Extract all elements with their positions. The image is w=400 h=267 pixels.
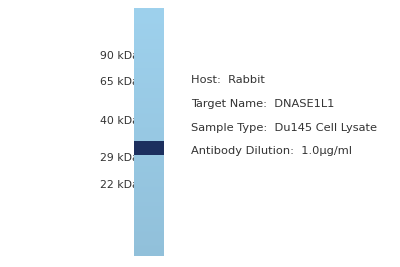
Text: Sample Type:  Du145 Cell Lysate: Sample Type: Du145 Cell Lysate (191, 123, 377, 133)
Text: 40 kDa: 40 kDa (100, 116, 139, 127)
Text: Host:  Rabbit: Host: Rabbit (191, 75, 265, 85)
Text: 29 kDa: 29 kDa (100, 154, 139, 163)
Bar (134, 141, 164, 155)
Text: Target Name:  DNASE1L1: Target Name: DNASE1L1 (191, 99, 334, 109)
Text: Antibody Dilution:  1.0μg/ml: Antibody Dilution: 1.0μg/ml (191, 146, 352, 156)
Text: 65 kDa: 65 kDa (100, 77, 139, 87)
Text: 22 kDa: 22 kDa (100, 180, 139, 190)
Text: 90 kDa: 90 kDa (100, 51, 139, 61)
